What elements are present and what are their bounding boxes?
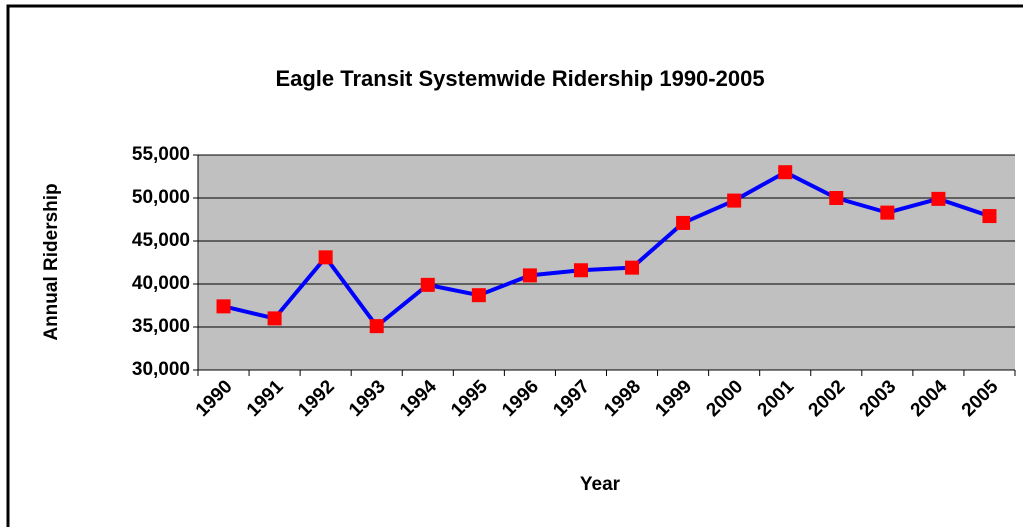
plot-area [198, 155, 1015, 370]
y-tick-label: 40,000 [132, 273, 190, 294]
marker [727, 193, 742, 208]
marker [267, 311, 282, 326]
chart-title: Eagle Transit Systemwide Ridership 1990-… [275, 66, 764, 91]
marker [369, 319, 384, 334]
marker [829, 191, 844, 205]
y-axis-label: Annual Ridership [41, 183, 62, 340]
y-tick-label: 45,000 [132, 230, 190, 251]
marker [931, 191, 946, 206]
marker [778, 165, 793, 180]
marker [318, 250, 333, 265]
line [223, 170, 991, 329]
marker [522, 268, 537, 283]
marker [880, 205, 895, 220]
y-tick-label: 30,000 [132, 359, 190, 380]
marker [216, 299, 231, 314]
marker [625, 260, 640, 275]
marker [573, 263, 588, 278]
marker [982, 209, 997, 224]
marker [676, 215, 691, 230]
y-tick-label: 35,000 [132, 316, 190, 337]
marker [471, 288, 486, 303]
marker [420, 277, 435, 292]
x-axis-label: Year [580, 474, 621, 495]
y-tick-label: 50,000 [132, 187, 190, 208]
y-tick-label: 55,000 [132, 144, 190, 165]
